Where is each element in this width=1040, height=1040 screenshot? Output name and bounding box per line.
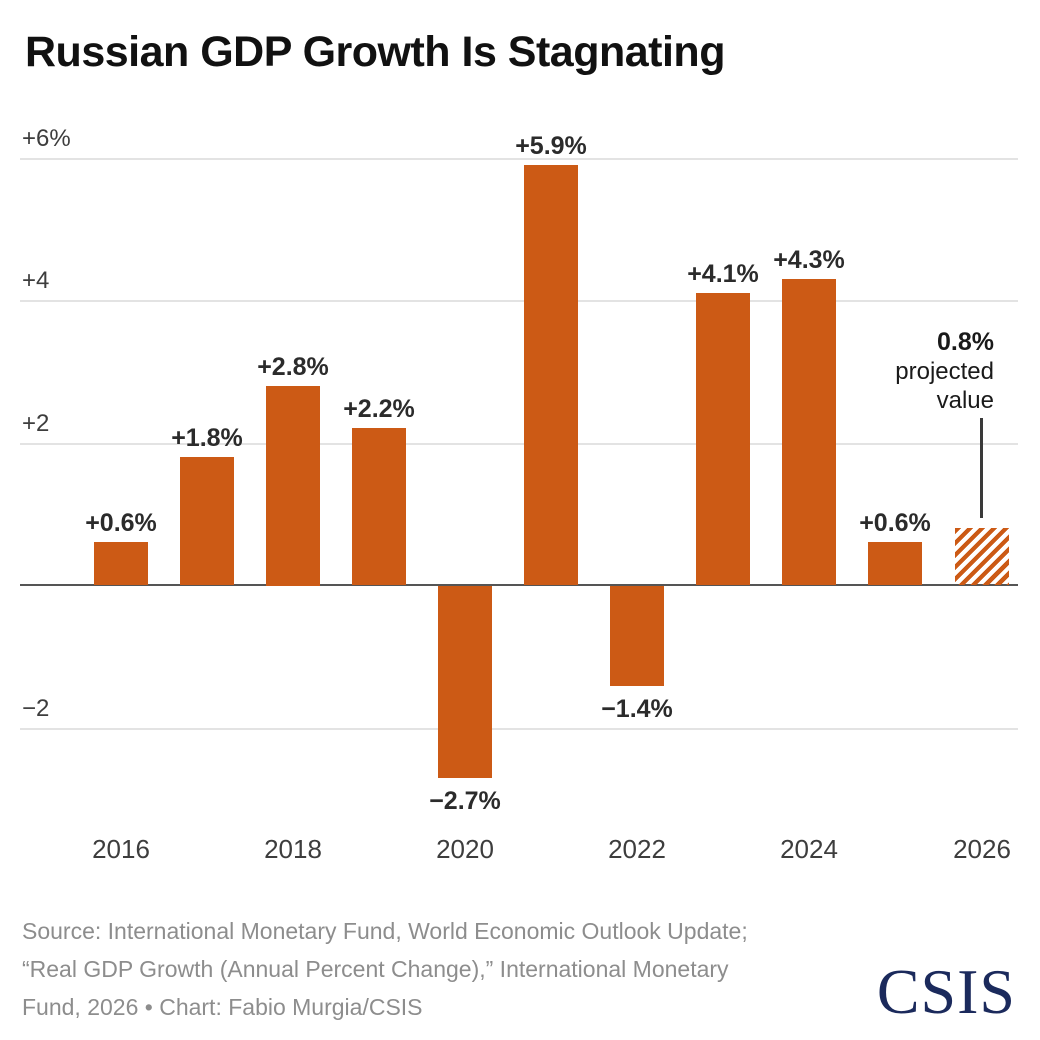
bar-label-2020: −2.7% xyxy=(429,787,501,815)
bar-label-2021: +5.9% xyxy=(515,132,587,160)
bar-2017 xyxy=(180,457,234,585)
bar-2016 xyxy=(94,542,148,585)
bar-2022 xyxy=(610,586,664,686)
gdp-bar-chart: 0.8% projected value +6% +4 +2 −2 +0.6% +1.8%… xyxy=(20,125,1018,864)
x-axis-label-2018: 2018 xyxy=(264,834,322,864)
bar-2019 xyxy=(352,428,406,585)
x-axis-label-2020: 2020 xyxy=(436,834,494,864)
y-axis-label-4: +4 xyxy=(22,267,50,294)
bar-label-2019: +2.2% xyxy=(343,395,415,423)
csis-logo: CSIS xyxy=(876,956,1016,1027)
y-axis-label-2: +2 xyxy=(22,410,50,437)
bar-2026 xyxy=(955,528,1009,585)
bar-2021 xyxy=(524,165,578,585)
source-line-3: Fund, 2026 • Chart: Fabio Murgia/CSIS xyxy=(22,994,423,1020)
bar-2020 xyxy=(438,586,492,778)
bar-label-2025: +0.6% xyxy=(859,509,931,537)
bar-2025 xyxy=(868,542,922,585)
source-line-1: Source: International Monetary Fund, Wor… xyxy=(22,918,748,944)
x-axis-label-2026: 2026 xyxy=(953,834,1011,864)
gridline-6 xyxy=(20,158,1018,160)
bar-2023 xyxy=(696,293,750,585)
annotation-line2: value xyxy=(936,387,994,414)
bar-2024 xyxy=(782,279,836,585)
zero-axis-line xyxy=(20,584,1018,586)
source-note: Source: International Monetary Fund, Wor… xyxy=(22,912,748,1026)
bar-label-2018: +2.8% xyxy=(257,353,329,381)
y-axis-label--2: −2 xyxy=(22,695,50,722)
x-axis-label-2016: 2016 xyxy=(92,834,150,864)
x-axis-label-2022: 2022 xyxy=(608,834,666,864)
annotation-value: 0.8% xyxy=(937,328,994,356)
y-axis-label-6: +6% xyxy=(22,125,71,152)
bar-label-2017: +1.8% xyxy=(171,424,243,452)
gridline-4 xyxy=(20,300,1018,302)
annotation-line1: projected xyxy=(895,358,994,385)
bar-2018 xyxy=(266,386,320,586)
source-line-2: “Real GDP Growth (Annual Percent Change)… xyxy=(22,956,729,982)
bar-label-2016: +0.6% xyxy=(85,509,157,537)
bar-label-2024: +4.3% xyxy=(773,246,845,274)
annotation-leader-line xyxy=(980,418,983,518)
bar-label-2022: −1.4% xyxy=(601,695,673,723)
gridline-2 xyxy=(20,443,1018,445)
x-axis-label-2024: 2024 xyxy=(780,834,838,864)
bar-label-2023: +4.1% xyxy=(687,260,759,288)
gridline--2 xyxy=(20,728,1018,730)
projected-value-annotation: 0.8% projected value xyxy=(895,328,994,415)
chart-title: Russian GDP Growth Is Stagnating xyxy=(25,28,725,76)
